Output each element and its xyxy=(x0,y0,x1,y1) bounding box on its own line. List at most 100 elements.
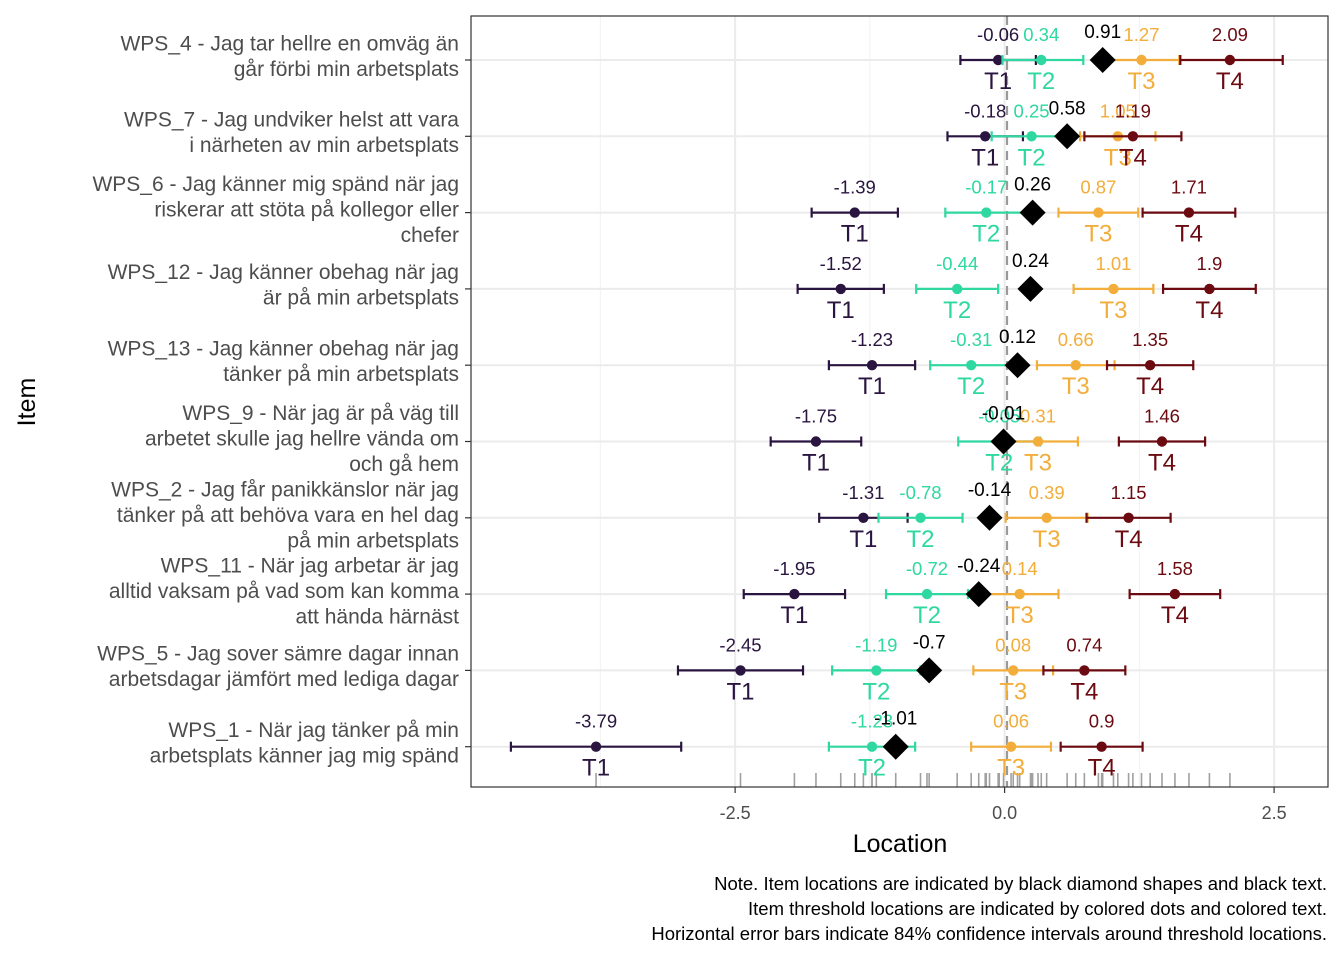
item-location-label: -0.01 xyxy=(982,404,1025,425)
threshold-value-label: -1.23 xyxy=(851,329,893,350)
threshold-name-label: T3 xyxy=(1084,221,1112,248)
threshold-value-label: 1.58 xyxy=(1157,558,1193,579)
threshold-name-label: T4 xyxy=(1148,450,1176,477)
threshold-point xyxy=(1204,283,1215,295)
threshold-name-label: T2 xyxy=(907,526,935,553)
threshold-point xyxy=(590,741,602,752)
threshold-point xyxy=(1005,741,1017,752)
x-tick-label: 0.0 xyxy=(992,803,1017,823)
threshold-name-label: T4 xyxy=(1195,297,1223,324)
y-tick-label: arbetsplats känner jag mig spänd xyxy=(150,744,459,767)
threshold-point xyxy=(1093,207,1104,218)
threshold-point xyxy=(1036,54,1047,66)
item-location-label: -0.7 xyxy=(913,632,946,653)
rug-marks xyxy=(595,773,1231,787)
threshold-name-label: T1 xyxy=(841,221,869,248)
y-tick-label: WPS_13 - Jag känner obehag när jag xyxy=(108,337,459,360)
threshold-name-label: T2 xyxy=(957,373,985,400)
y-tick-label: arbetet skulle jag hellre vända om xyxy=(145,428,459,451)
threshold-point xyxy=(992,54,1004,66)
threshold-value-label: 1.01 xyxy=(1095,253,1131,274)
threshold-value-label: 1.05 xyxy=(1100,100,1136,121)
threshold-name-label: T1 xyxy=(726,678,754,705)
threshold-point xyxy=(1041,512,1052,523)
threshold-point xyxy=(866,741,878,752)
threshold-name-label: T4 xyxy=(1175,221,1203,248)
threshold-value-label: -1.23 xyxy=(851,711,893,732)
threshold-value-label: -1.75 xyxy=(795,406,837,427)
y-tick-label: WPS_6 - Jag känner mig spänd när jag xyxy=(92,173,459,196)
threshold-name-label: T3 xyxy=(997,755,1025,782)
x-axis-title: Location xyxy=(853,830,948,858)
item-location-diamond xyxy=(916,657,943,684)
y-tick-label: går förbi min arbetsplats xyxy=(234,58,459,81)
threshold-point xyxy=(735,665,746,676)
threshold-value-label: -1.19 xyxy=(855,634,897,655)
note-line-2: Item threshold locations are indicated b… xyxy=(748,898,1327,919)
threshold-point xyxy=(866,360,878,371)
threshold-point xyxy=(871,665,882,676)
item-location-diamond xyxy=(1054,123,1081,150)
threshold-value-label: 0.74 xyxy=(1066,634,1102,655)
threshold-name-label: T1 xyxy=(780,602,808,629)
threshold-point xyxy=(981,207,992,218)
threshold-value-label: -0.78 xyxy=(899,482,941,503)
threshold-point xyxy=(1127,131,1139,142)
threshold-name-label: T2 xyxy=(1027,68,1055,95)
threshold-name-label: T4 xyxy=(1088,755,1116,782)
y-tick-label: WPS_7 - Jag undviker helst att vara xyxy=(124,109,459,132)
threshold-value-label: 0.39 xyxy=(1029,482,1065,503)
note-line-1: Note. Item locations are indicated by bl… xyxy=(714,873,1327,894)
threshold-value-label: -1.39 xyxy=(834,177,876,198)
threshold-name-label: T4 xyxy=(1119,144,1147,171)
threshold-name-label: T1 xyxy=(971,144,999,171)
threshold-point xyxy=(1108,283,1119,295)
y-tick-label: chefer xyxy=(401,224,459,247)
threshold-name-label: T1 xyxy=(802,450,830,477)
threshold-name-label: T3 xyxy=(1062,373,1090,400)
threshold-point xyxy=(965,360,977,371)
item-location-label: 0.91 xyxy=(1084,22,1121,43)
threshold-value-label: 0.87 xyxy=(1080,177,1116,198)
threshold-point xyxy=(1008,665,1019,676)
y-tick-label: WPS_11 - När jag arbetar är jag xyxy=(161,555,459,578)
x-tick-label: 2.5 xyxy=(1262,803,1287,823)
item-location-label: -1.01 xyxy=(874,709,917,730)
threshold-point xyxy=(858,512,869,523)
threshold-name-label: T2 xyxy=(858,755,886,782)
threshold-value-label: 1.71 xyxy=(1171,177,1207,198)
threshold-point xyxy=(1079,665,1090,676)
y-tick-label: i närheten av min arbetsplats xyxy=(189,134,459,157)
y-tick-label: är på min arbetsplats xyxy=(263,287,459,310)
threshold-value-label: 1.46 xyxy=(1144,406,1180,427)
threshold-value-label: 0.25 xyxy=(1014,100,1050,121)
plot-border xyxy=(470,15,1329,788)
threshold-name-label: T1 xyxy=(858,373,886,400)
y-tick-label: WPS_5 - Jag sover sämre dagar innan xyxy=(97,643,459,666)
threshold-value-label: 0.08 xyxy=(995,634,1031,655)
y-tick-label: WPS_2 - Jag får panikkänslor när jag xyxy=(111,478,459,501)
y-axis: WPS_4 - Jag tar hellre en omväg än går fö… xyxy=(92,32,471,767)
threshold-point xyxy=(1026,131,1037,142)
y-axis-title: Item xyxy=(13,378,41,427)
item-location-label: 0.12 xyxy=(999,327,1036,348)
threshold-name-label: T3 xyxy=(1006,602,1034,629)
threshold-name-label: T3 xyxy=(1128,68,1156,95)
y-tick-label: och gå hem xyxy=(349,453,459,476)
plot-panel xyxy=(471,16,1328,787)
y-tick-label: tänker på min arbetsplats xyxy=(223,363,459,386)
y-tick-label: WPS_4 - Jag tar hellre en omväg än xyxy=(120,32,459,55)
threshold-point xyxy=(1156,436,1168,447)
threshold-value-label: 0.9 xyxy=(1089,711,1115,732)
threshold-value-label: 0.66 xyxy=(1058,329,1094,350)
y-tick-label: på min arbetsplats xyxy=(287,529,459,552)
threshold-point xyxy=(1070,360,1081,371)
item-location-label: 0.58 xyxy=(1049,98,1086,119)
threshold-point xyxy=(849,207,860,218)
y-tick-label: WPS_1 - När jag tänker på min xyxy=(168,719,459,742)
threshold-value-label: 1.35 xyxy=(1132,329,1168,350)
threshold-point xyxy=(1136,54,1147,66)
threshold-point xyxy=(951,283,963,295)
threshold-value-label: -0.06 xyxy=(977,24,1019,45)
threshold-name-label: T4 xyxy=(1216,68,1244,95)
